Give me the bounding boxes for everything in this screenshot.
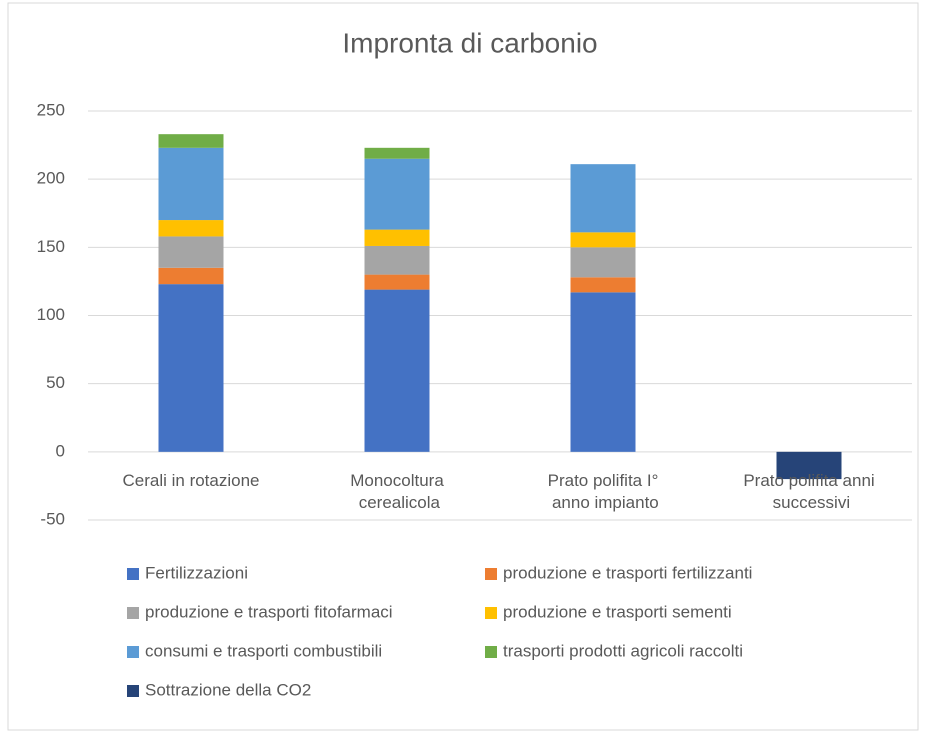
legend-swatch bbox=[127, 685, 139, 697]
legend-swatch bbox=[485, 607, 497, 619]
bar-segment bbox=[570, 277, 636, 293]
y-tick-label: 200 bbox=[37, 169, 65, 188]
legend-swatch bbox=[127, 568, 139, 580]
bar-segment bbox=[158, 267, 224, 285]
bar-segment bbox=[364, 245, 430, 275]
legend-swatch bbox=[127, 646, 139, 658]
y-tick-label: 0 bbox=[56, 441, 65, 460]
bar-segment bbox=[158, 147, 224, 221]
y-tick-label: 150 bbox=[37, 237, 65, 256]
y-tick-label: 50 bbox=[46, 373, 65, 392]
x-tick-label: Prato polifita anni successivi bbox=[743, 471, 874, 512]
legend-label: consumi e trasporti combustibili bbox=[145, 641, 382, 660]
legend-label: produzione e trasporti fitofarmaci bbox=[145, 602, 393, 621]
x-tick-label: Cerali in rotazione bbox=[122, 471, 259, 490]
bar-segment bbox=[364, 274, 430, 290]
bar-segment bbox=[158, 134, 224, 148]
bar-segment bbox=[570, 232, 636, 248]
bar-segment bbox=[570, 247, 636, 278]
legend-label: Sottrazione della CO2 bbox=[145, 680, 311, 699]
bar-segment bbox=[364, 158, 430, 230]
legend-label: Fertilizzazioni bbox=[145, 563, 248, 582]
legend-label: produzione e trasporti fertilizzanti bbox=[503, 563, 752, 582]
bar-segment bbox=[364, 229, 430, 246]
bar-segment bbox=[776, 451, 842, 480]
x-tick-label: Monocoltura cerealicola bbox=[350, 471, 444, 512]
bar-segment bbox=[570, 164, 636, 233]
bar-segment bbox=[570, 292, 636, 452]
y-tick-label: -50 bbox=[40, 509, 65, 528]
y-tick-label: 250 bbox=[37, 100, 65, 119]
bar-segment bbox=[158, 284, 224, 452]
bar-segment bbox=[364, 289, 430, 452]
bar-segment bbox=[158, 236, 224, 268]
bar-segment bbox=[364, 147, 430, 159]
y-tick-label: 100 bbox=[37, 305, 65, 324]
chart-title: Impronta di carbonio bbox=[342, 27, 597, 58]
x-tick-label: Prato polifita I° anno impianto bbox=[547, 471, 659, 512]
legend-swatch bbox=[127, 607, 139, 619]
legend-swatch bbox=[485, 646, 497, 658]
legend-swatch bbox=[485, 568, 497, 580]
legend-label: trasporti prodotti agricoli raccolti bbox=[503, 641, 743, 660]
legend-label: produzione e trasporti sementi bbox=[503, 602, 732, 621]
bar-segment bbox=[158, 220, 224, 237]
